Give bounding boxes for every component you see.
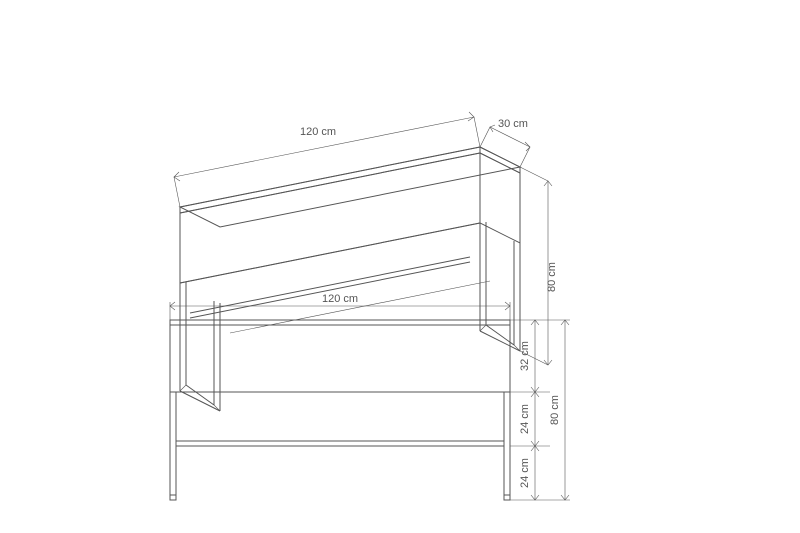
dim-heights-front: 32 cm 24 cm 24 cm 80 cm — [510, 320, 570, 500]
front-seg3-label: 24 cm — [519, 458, 531, 488]
front-view: 120 cm 32 cm 24 cm 24 cm 80 cm — [170, 293, 570, 500]
dim-height-iso: 80 cm — [520, 167, 558, 365]
isometric-view: 120 cm 30 cm 80 cm — [174, 112, 558, 411]
iso-depth-label: 30 cm — [498, 118, 528, 130]
front-total-height-label: 80 cm — [549, 395, 561, 425]
front-seg1-label: 32 cm — [519, 341, 531, 371]
iso-height-label: 80 cm — [546, 262, 558, 292]
iso-width-label: 120 cm — [300, 126, 336, 138]
front-seg2-label: 24 cm — [519, 404, 531, 434]
diagram-canvas: 120 cm 30 cm 80 cm — [0, 0, 800, 533]
dim-width-iso: 120 cm — [174, 112, 480, 207]
front-width-label: 120 cm — [322, 293, 358, 305]
